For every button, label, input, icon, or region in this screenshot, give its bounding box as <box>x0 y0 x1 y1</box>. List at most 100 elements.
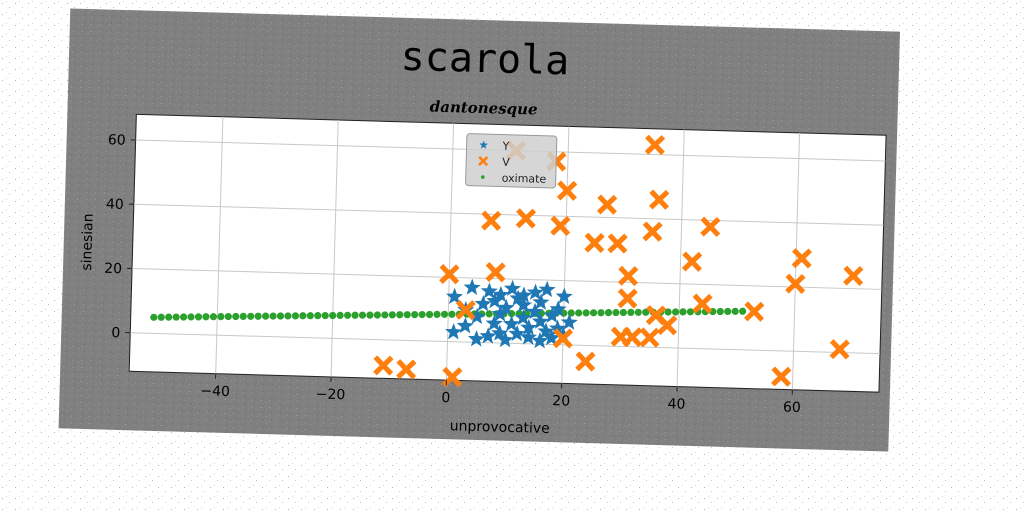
data-point-Y <box>496 330 514 348</box>
y-tick-label: 60 <box>108 132 126 148</box>
data-point-oximate <box>664 308 672 316</box>
data-point-oximate <box>679 308 687 316</box>
data-point-Y <box>491 324 509 341</box>
data-point-V <box>596 194 618 215</box>
data-point-oximate <box>448 310 456 318</box>
x-tick-label: −40 <box>200 383 230 400</box>
data-point-oximate <box>254 312 262 320</box>
data-point-oximate <box>299 312 307 320</box>
data-point-oximate <box>671 308 680 316</box>
data-point-oximate <box>284 312 292 320</box>
data-point-V <box>657 315 678 336</box>
data-point-oximate <box>165 313 173 321</box>
x-tick-label: 0 <box>441 390 450 406</box>
data-point-oximate <box>329 311 337 320</box>
data-point-V <box>681 251 703 272</box>
data-point-Y <box>538 280 556 298</box>
data-point-oximate <box>716 307 724 316</box>
x-tick-label: −20 <box>316 386 346 403</box>
data-point-Y <box>509 289 527 306</box>
legend-marker-Y <box>479 140 488 149</box>
data-point-V <box>642 221 663 242</box>
legend-box <box>465 133 558 189</box>
data-point-oximate <box>604 309 613 317</box>
x-gridline <box>676 129 685 387</box>
data-point-oximate <box>396 311 404 319</box>
data-point-V <box>829 339 850 360</box>
x-gridline <box>215 116 224 374</box>
data-point-V <box>791 248 813 269</box>
data-point-Y <box>560 313 578 330</box>
data-point-oximate <box>440 310 449 318</box>
data-point-V <box>552 328 574 349</box>
x-tick-label: 20 <box>552 393 570 409</box>
data-point-Y <box>467 330 486 347</box>
data-point-oximate <box>217 313 225 321</box>
data-point-oximate <box>724 307 732 316</box>
data-point-V <box>785 273 806 294</box>
data-point-oximate <box>589 309 598 317</box>
data-point-Y <box>548 319 567 337</box>
data-point-oximate <box>239 312 247 320</box>
data-point-oximate <box>403 311 411 319</box>
data-point-oximate <box>306 312 314 320</box>
data-point-Y <box>519 328 538 345</box>
data-point-oximate <box>314 312 322 320</box>
data-point-oximate <box>202 313 210 321</box>
x-tick-label: 40 <box>667 396 685 412</box>
x-gridline <box>445 123 455 381</box>
data-point-Y <box>508 324 526 342</box>
data-point-oximate <box>269 312 277 320</box>
data-point-oximate <box>642 308 650 316</box>
data-point-oximate <box>351 311 359 319</box>
data-point-Y <box>485 314 503 332</box>
data-point-V <box>607 233 628 254</box>
data-point-oximate <box>411 311 419 319</box>
data-point-oximate <box>731 307 739 315</box>
data-point-Y <box>542 329 561 346</box>
data-point-V <box>455 299 476 321</box>
data-point-oximate <box>634 308 642 316</box>
legend-marker-V <box>478 155 489 167</box>
data-point-oximate <box>739 307 747 315</box>
data-point-V <box>622 326 643 348</box>
data-point-oximate <box>381 311 389 319</box>
data-point-oximate <box>418 310 426 319</box>
x-tick-label: 60 <box>783 400 801 416</box>
x-axis-label: unprovocative <box>450 418 550 437</box>
data-point-V <box>692 293 713 314</box>
plot-area <box>128 113 887 393</box>
data-point-Y <box>543 306 561 324</box>
data-point-V <box>584 232 605 254</box>
data-point-oximate <box>150 313 158 321</box>
legend-marker-oximate <box>480 175 485 179</box>
data-point-V <box>442 366 463 388</box>
data-point-oximate <box>172 313 180 321</box>
data-point-V <box>644 134 666 156</box>
data-point-oximate <box>209 313 218 321</box>
data-point-V <box>700 216 721 237</box>
data-point-oximate <box>336 311 344 319</box>
data-point-oximate <box>157 313 165 321</box>
data-point-oximate <box>366 311 374 319</box>
y-gridline <box>133 203 884 226</box>
data-point-oximate <box>582 309 590 317</box>
data-point-oximate <box>321 311 329 320</box>
data-point-Y <box>492 285 510 303</box>
data-point-V <box>843 265 864 286</box>
data-point-V <box>639 327 660 348</box>
legend-label-V: V <box>502 156 510 169</box>
series-Y <box>445 278 578 349</box>
data-point-Y <box>479 327 497 344</box>
chart-subtitle: dantonesque <box>430 98 538 119</box>
x-gridline <box>330 119 339 377</box>
data-point-oximate <box>180 313 188 321</box>
data-point-oximate <box>575 309 583 317</box>
data-point-V <box>439 263 460 285</box>
data-point-V <box>515 208 537 229</box>
y-tick-label: 40 <box>106 196 124 212</box>
figure: scarola dantonesque −40 −20 0 20 40 60 0 20 40 60… <box>58 8 900 452</box>
data-point-V <box>649 189 670 210</box>
